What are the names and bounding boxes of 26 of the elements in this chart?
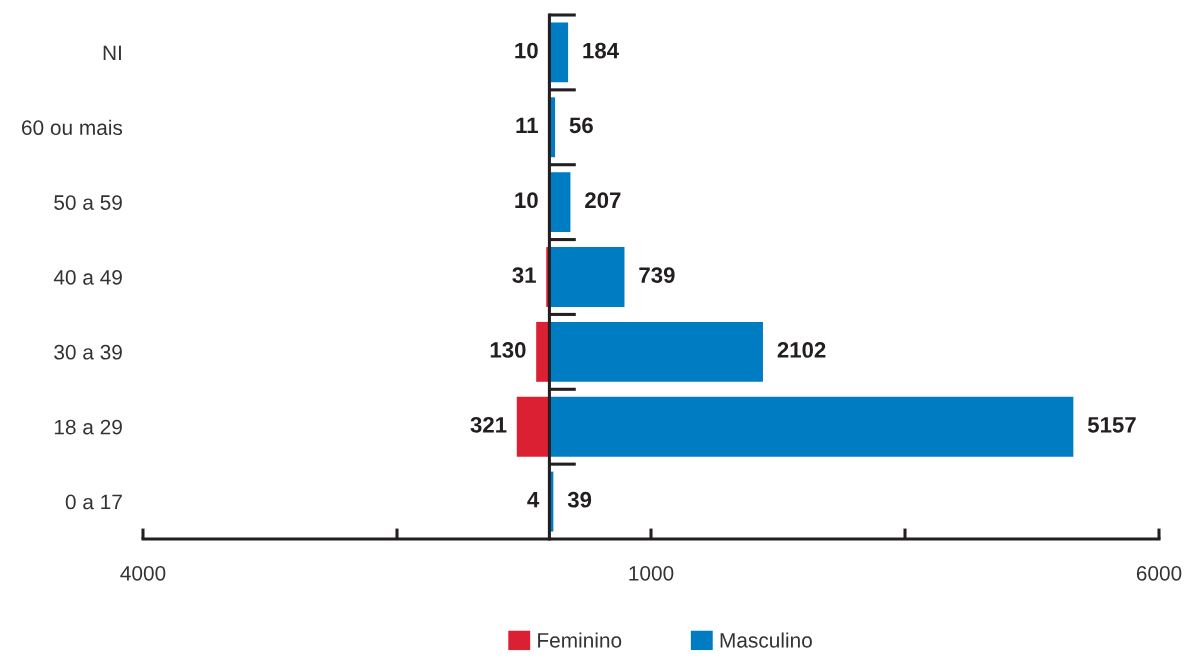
y-tick-label: 60 ou mais (22, 119, 123, 136)
data-label: 207 (585, 192, 621, 209)
data-label: 31 (512, 267, 536, 283)
data-label: 4 (527, 492, 540, 508)
y-tick-label: 30 a 39 (54, 344, 122, 360)
y-tick-label: 18 a 29 (54, 419, 122, 435)
x-tick-label: 1000 (629, 565, 674, 581)
data-label: 739 (639, 267, 675, 283)
data-label: 11 (516, 117, 538, 134)
y-tick-label: NI (103, 45, 121, 60)
y-tick-label: 40 a 49 (53, 270, 122, 285)
data-label: 5157 (1087, 417, 1136, 433)
data-label: 39 (567, 491, 592, 508)
data-label: 56 (569, 117, 593, 134)
x-tick-label: 6000 (1136, 565, 1182, 581)
x-tick-label: 4000 (120, 565, 166, 581)
legend-label: Masculino (720, 632, 812, 648)
y-tick-label: 50 a 59 (54, 195, 122, 210)
data-label: 10 (515, 192, 538, 209)
data-label: 10 (515, 42, 538, 59)
legend-label: Feminino (538, 632, 622, 648)
data-label: 321 (470, 416, 507, 433)
data-label: 184 (583, 42, 619, 59)
data-label: 130 (490, 342, 526, 358)
data-label: 2102 (777, 342, 826, 358)
y-tick-label: 0 a 17 (65, 494, 122, 510)
